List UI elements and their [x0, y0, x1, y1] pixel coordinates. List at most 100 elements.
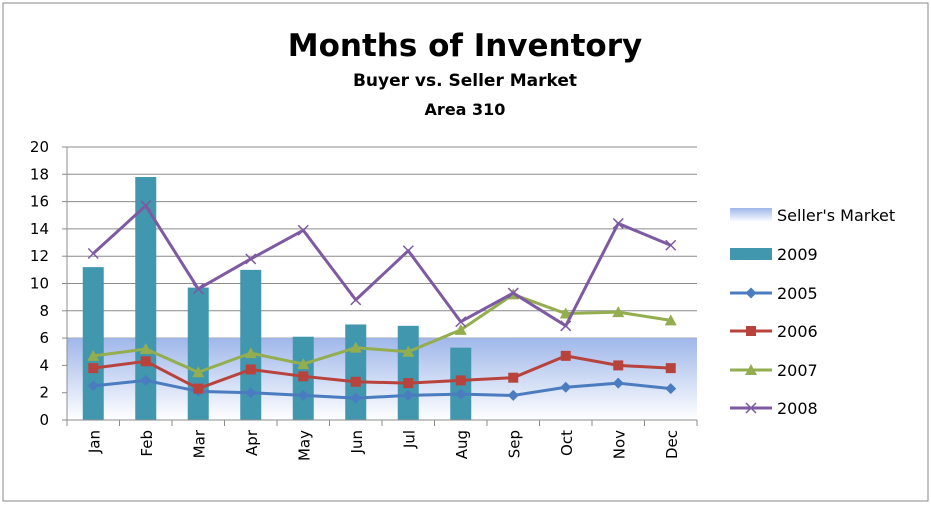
bar-2009-jan: [82, 267, 104, 420]
bar-2009-jul: [397, 325, 419, 420]
marker-x-stroke: [745, 402, 757, 414]
y-tick-label: 10: [30, 275, 49, 293]
line-2006: [93, 354, 671, 391]
point-2005-oct: [560, 381, 572, 393]
point-2006-jul: [403, 378, 414, 389]
y-tick-label: 20: [30, 138, 49, 156]
point-2008-apr: [245, 253, 257, 265]
x-tick-label-jan: Jan: [85, 430, 103, 454]
marker-x-stroke: [665, 239, 677, 251]
x-tick-label-jul: Jul: [400, 430, 418, 449]
point-2008-jul: [402, 245, 414, 257]
point-2005-jul: [402, 389, 414, 401]
point-2007-jul: [402, 345, 415, 357]
legend-label-sellers-market: Seller's Market: [777, 206, 895, 225]
y-tick-label: 4: [39, 356, 49, 374]
point-2005-jan: [87, 380, 99, 392]
chart-title: Months of Inventory: [288, 28, 642, 64]
x-tick-label-jun: Jun: [348, 430, 366, 454]
x-tick-label-feb: Feb: [138, 430, 156, 457]
line-2008: [92, 204, 672, 328]
point-2005-may: [297, 389, 309, 401]
marker-x-stroke: [350, 294, 362, 306]
point-2006-dec: [665, 363, 676, 374]
legend-label-2006: 2006: [777, 322, 818, 341]
bar-2009-feb: [135, 177, 157, 420]
point-2006-jun: [350, 376, 361, 387]
legend-label-2008: 2008: [777, 399, 818, 418]
legend-swatch-2009: [730, 248, 772, 260]
point-2005-apr: [245, 387, 257, 399]
y-tick-label: 12: [30, 247, 49, 265]
marker-x-stroke: [245, 253, 257, 265]
legend-marker-2008: [745, 402, 757, 414]
point-2005-nov: [612, 377, 624, 389]
line-2007: [93, 292, 671, 374]
marker-x-stroke: [87, 247, 99, 260]
legend: Seller's Market 2009 2005 2006 2007 2008: [730, 206, 895, 418]
point-2007-feb: [139, 343, 152, 355]
point-2006-aug: [455, 375, 466, 386]
x-axis-ticks: Jan Feb Mar Apr May Jun Jul Aug Sep Oct Nov Dec: [66, 420, 698, 461]
marker-x-stroke: [560, 320, 572, 332]
bar-2009-mar: [187, 287, 209, 420]
legend-label-2007: 2007: [777, 361, 818, 380]
point-2008-may: [297, 224, 309, 236]
x-tick-label-mar: Mar: [190, 429, 208, 458]
x-tick-label-oct: Oct: [558, 430, 576, 456]
point-2008-mar: [192, 283, 204, 295]
x-tick-label-dec: Dec: [663, 430, 681, 459]
y-tick-label: 16: [30, 193, 49, 211]
point-2007-aug: [454, 323, 467, 335]
point-2008-oct: [560, 320, 572, 332]
point-2006-sep: [508, 372, 519, 383]
point-2006-apr: [245, 364, 256, 375]
chart-subtitle-area: Area 310: [425, 100, 506, 119]
point-2005-dec: [665, 383, 677, 395]
legend-label-2009: 2009: [777, 245, 818, 264]
point-2007-apr: [244, 347, 257, 359]
x-tick-label-sep: Sep: [505, 430, 523, 458]
marker-x-stroke: [612, 217, 624, 229]
chart-subtitle: Buyer vs. Seller Market: [353, 71, 577, 91]
y-tick-label: 0: [39, 411, 49, 429]
legend-marker-2006: [746, 326, 756, 336]
point-2007-jun: [349, 341, 362, 353]
bar-2009-apr: [240, 269, 262, 420]
point-2005-aug: [455, 388, 467, 400]
point-2007-dec: [664, 314, 677, 326]
point-2006-feb: [140, 356, 151, 367]
sellers-market-band: [67, 338, 697, 420]
x-tick-label-nov: Nov: [610, 430, 628, 459]
point-2008-dec: [665, 239, 677, 251]
legend-label-2005: 2005: [777, 284, 818, 303]
marker-x-stroke: [507, 287, 519, 299]
legend-marker-2007: [745, 364, 757, 375]
point-2008-nov: [612, 217, 624, 229]
point-2007-nov: [612, 306, 625, 318]
marker-x-stroke: [455, 316, 467, 328]
line-2005: [93, 378, 671, 400]
sellers-market-area: [67, 338, 697, 420]
marker-x-stroke: [402, 245, 414, 257]
x-tick-label-aug: Aug: [453, 430, 471, 459]
point-2008-jun: [350, 294, 362, 306]
point-2007-mar: [192, 366, 205, 378]
legend-marker-2005: [745, 287, 757, 299]
y-tick-label: 8: [39, 302, 49, 320]
point-2008-sep: [507, 287, 519, 299]
point-2006-nov: [613, 360, 624, 371]
bar-2009-jun: [345, 324, 367, 420]
y-tick-label: 14: [30, 220, 49, 238]
y-tick-label: 18: [30, 165, 49, 183]
y-axis-ticks: 0 2 4 6 8 10 12 14 16 18 20: [30, 138, 67, 429]
y-tick-label: 2: [39, 384, 49, 402]
point-2008-feb: [140, 200, 152, 212]
point-2007-oct: [559, 307, 572, 319]
legend-swatch-sellers-market: [730, 208, 772, 222]
x-tick-label-may: May: [295, 430, 313, 461]
line-series: [87, 200, 677, 404]
point-2005-feb: [140, 374, 152, 386]
